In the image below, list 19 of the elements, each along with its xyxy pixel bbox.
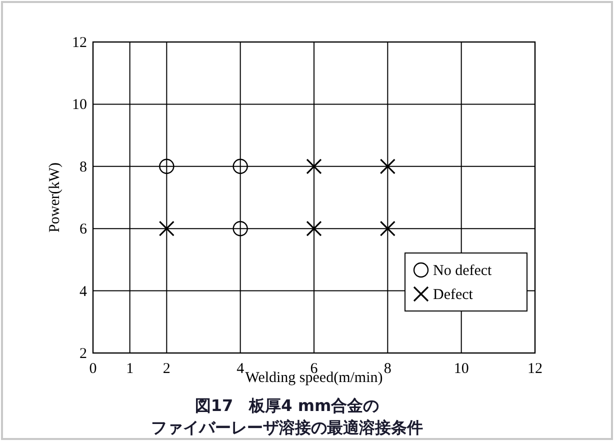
- y-tick-label: 12: [72, 35, 87, 51]
- y-tick-label: 4: [80, 284, 88, 300]
- x-tick-label: 4: [236, 361, 245, 377]
- y-tick-label: 2: [80, 346, 87, 362]
- y-tick-label: 10: [72, 97, 87, 114]
- x-tick-label: 8: [384, 361, 392, 377]
- x-tick-label: 1: [126, 361, 134, 377]
- legend-label: No defect: [433, 263, 493, 279]
- y-tick-label: 6: [80, 222, 88, 238]
- x-axis-title: Welding speed(m/min): [245, 370, 383, 386]
- x-tick-label: 12: [528, 361, 542, 377]
- y-tick-label: 8: [80, 159, 87, 176]
- x-tick-label: 2: [162, 361, 170, 377]
- legend-label: Defect: [433, 287, 474, 303]
- x-tick-label: 10: [454, 361, 469, 377]
- y-axis-title: Power(kW): [47, 162, 63, 232]
- text: 図17 板厚4 mm合金の: [194, 396, 380, 415]
- text: ファイバーレーザ溶接の最適溶接条件: [151, 418, 423, 437]
- x-tick-label: 0: [89, 361, 97, 377]
